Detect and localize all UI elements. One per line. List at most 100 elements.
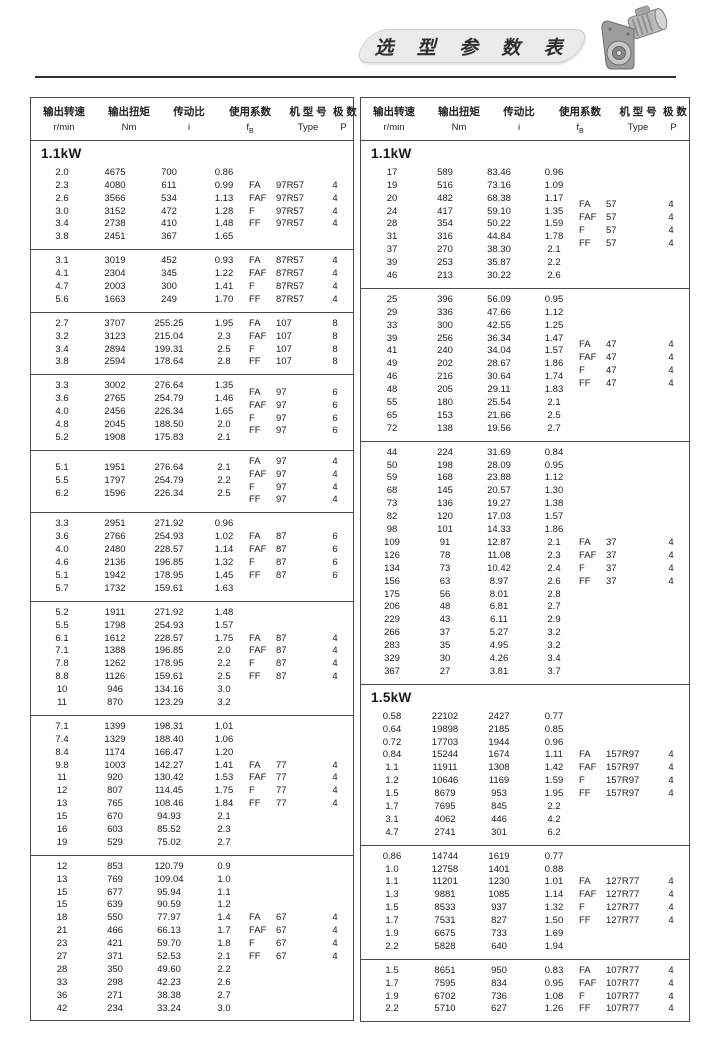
speed-cell: 5.7 [55, 582, 69, 594]
column-unit: Type [627, 122, 649, 133]
table-row: 1.9 6675 733 1.69 [361, 928, 577, 941]
speed-cell: 229 [384, 614, 400, 626]
speed-cell: 29 [386, 306, 398, 318]
type-prefix: FF [579, 788, 591, 800]
gear-data-block: 5.2 1911 271.92 1.48 5.5 1798 254.93 1.57 6.1 161… [31, 600, 353, 715]
ratio-cell: 937 [491, 902, 507, 914]
ratio-cell: 159.61 [154, 671, 184, 683]
pole-count: 4 [332, 658, 338, 670]
speed-cell: 126 [384, 549, 400, 561]
gear-data-block: 3.3 3002 276.64 1.35 3.6 2765 254.79 1.46 4.0 245… [31, 374, 353, 449]
speed-cell: 15 [56, 811, 68, 823]
type-model: 77 [276, 772, 287, 784]
type-group: FA 97 6 FAF 97 6 F 97 6 FF 97 6 [247, 387, 353, 439]
type-model: 37 [606, 562, 617, 574]
table-row: 19 516 73.16 1.09 [361, 180, 577, 193]
ratio-cell: 30.64 [487, 371, 511, 383]
type-row: FAF 37 4 [577, 550, 682, 563]
type-row: FAF 57 4 [577, 212, 682, 225]
speed-cell: 2.2 [385, 1003, 399, 1015]
table-row: 4.8 2045 188.50 2.0 [31, 419, 247, 432]
speed-cell: 1.3 [385, 889, 399, 901]
pole-count: 4 [332, 645, 338, 657]
table-row: 31 316 44.84 1.78 [361, 231, 577, 244]
speed-cell: 9.8 [55, 759, 69, 771]
type-model: 107R77 [606, 990, 640, 1002]
ratio-cell: 953 [491, 788, 507, 800]
table-row: 4.0 2480 228.57 1.14 [31, 544, 247, 557]
service-factor-cell: 1.59 [544, 218, 564, 230]
type-model: 87 [276, 632, 287, 644]
type-prefix: F [249, 557, 255, 569]
service-factor-cell: 4.2 [547, 813, 561, 825]
speed-cell: 19 [386, 179, 398, 191]
type-row: FF 97 4 [247, 494, 346, 507]
speed-cell: 6.2 [55, 488, 69, 500]
ratio-cell: 446 [491, 813, 507, 825]
torque-cell: 550 [107, 912, 123, 924]
column-label: 输出转速 [43, 106, 85, 118]
table-row: 1.7 7531 827 1.50 [361, 915, 577, 928]
service-factor-cell: 1.8 [217, 938, 231, 950]
speed-cell: 2.2 [385, 940, 399, 952]
type-prefix: FF [249, 425, 261, 437]
column-unit: fB [576, 122, 584, 135]
speed-cell: 5.1 [55, 462, 69, 474]
type-prefix: FAF [249, 399, 267, 411]
pole-count: 4 [668, 990, 674, 1002]
type-row: F 37 4 [577, 563, 682, 576]
ratio-cell: 627 [491, 1003, 507, 1015]
table-row: 46 213 30.22 2.6 [361, 270, 577, 283]
table-row: 206 48 6.81 2.7 [361, 601, 577, 614]
pole-count: 4 [332, 632, 338, 644]
ratio-cell: 44.84 [487, 231, 511, 243]
ratio-cell: 21.66 [487, 409, 511, 421]
service-factor-cell: 0.95 [544, 293, 564, 305]
type-model: 67 [276, 912, 287, 924]
table-row: 156 63 8.97 2.6 [361, 576, 577, 589]
speed-cell: 0.72 [382, 736, 402, 748]
type-prefix: FAF [579, 549, 597, 561]
speed-cell: 3.8 [55, 356, 69, 368]
ratio-cell: 276.64 [154, 462, 184, 474]
type-row: F 97 6 [247, 413, 346, 426]
service-factor-cell: 3.4 [547, 652, 561, 664]
ratio-cell: 52.53 [157, 950, 181, 962]
ratio-cell: 215.04 [154, 330, 184, 342]
torque-cell: 1388 [104, 645, 126, 657]
speed-cell: 33 [56, 976, 68, 988]
speed-cell: 41 [386, 345, 398, 357]
type-model: 87 [276, 671, 287, 683]
speed-cell: 1.5 [385, 964, 399, 976]
pole-count: 4 [668, 351, 674, 363]
table-row: 4.6 2136 196.85 1.32 [31, 557, 247, 570]
speed-cell: 19 [56, 836, 68, 848]
speed-cell: 98 [386, 524, 398, 536]
service-factor-cell: 2.6 [547, 575, 561, 587]
speed-cell: 109 [384, 536, 400, 548]
torque-cell: 35 [439, 640, 451, 652]
torque-cell: 216 [437, 371, 453, 383]
pole-count: 4 [668, 902, 674, 914]
type-model: 77 [276, 785, 287, 797]
torque-cell: 298 [107, 976, 123, 988]
table-row: 8.4 1174 166.47 1.20 [31, 747, 247, 760]
type-row: FA 97R57 4 [247, 180, 346, 193]
torque-cell: 202 [437, 358, 453, 370]
type-group: FA 37 4 FAF 37 4 F 37 4 FF 37 4 [577, 537, 689, 589]
gear-data-block: 3.1 3019 452 0.93 4.1 2304 345 1.22 4.7 2003 300 1.… [31, 249, 353, 312]
speed-cell: 4.1 [55, 268, 69, 280]
type-prefix: FAF [579, 889, 597, 901]
service-factor-cell: 2.0 [217, 645, 231, 657]
torque-cell: 2045 [104, 419, 126, 431]
ratio-cell: 5.27 [489, 627, 509, 639]
service-factor-cell: 1.06 [214, 733, 234, 745]
table-row: 2.7 3707 255.25 1.95 [31, 318, 247, 331]
ratio-cell: 17.03 [487, 511, 511, 523]
column-label: 使用系数 [229, 106, 271, 118]
speed-cell: 1.7 [385, 977, 399, 989]
type-row: FA 57 4 [577, 199, 682, 212]
service-factor-cell: 1.2 [217, 899, 231, 911]
speed-cell: 23 [56, 938, 68, 950]
ratio-cell: 198.31 [154, 720, 184, 732]
